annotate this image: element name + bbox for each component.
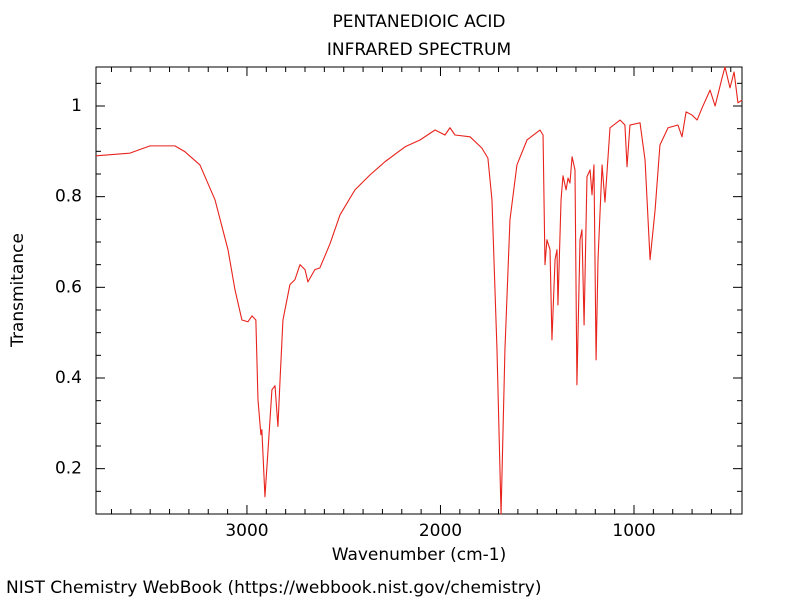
source-note: NIST Chemistry WebBook (https://webbook.… [6, 578, 541, 598]
y-axis-label: Transmitance [8, 233, 28, 348]
chart-subtitle: INFRARED SPECTRUM [327, 40, 511, 60]
y-tick-label: 0.8 [55, 187, 82, 207]
y-tick-label: 0.2 [55, 459, 82, 479]
x-tick-label: 3000 [225, 521, 268, 541]
y-tick-label: 0.6 [55, 277, 82, 297]
x-tick-label: 2000 [419, 521, 462, 541]
y-tick-label: 0.4 [55, 368, 82, 388]
x-axis-label: Wavenumber (cm-1) [332, 545, 507, 565]
y-tick-label: 1 [71, 96, 82, 116]
x-tick-label: 1000 [612, 521, 655, 541]
chart-title: PENTANEDIOIC ACID [333, 12, 506, 32]
plot-frame [95, 66, 743, 515]
spectrum-line [95, 66, 743, 515]
